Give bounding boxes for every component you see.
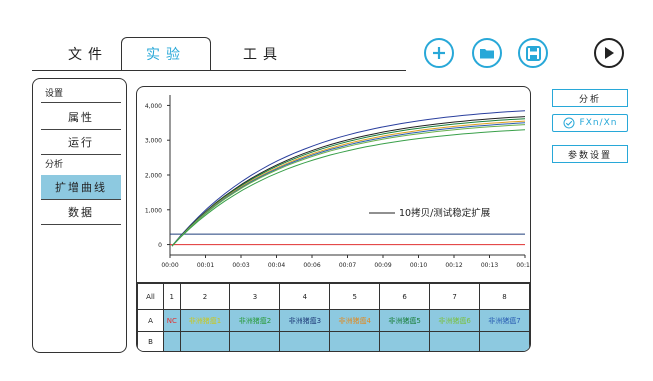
analyze-button[interactable]: 分析 <box>552 89 628 107</box>
fx-option-label: FXn/Xn <box>579 118 618 128</box>
amplification-curve <box>171 122 526 247</box>
x-tick-label: 00:04 <box>268 262 285 269</box>
well-cell[interactable] <box>229 331 281 351</box>
sidebar-item-data[interactable]: 数据 <box>68 206 94 219</box>
well-cell[interactable]: NC <box>163 309 181 332</box>
x-tick-label: 00:03 <box>232 262 249 269</box>
sidebar-item-amplification[interactable]: 扩增曲线 <box>41 175 121 199</box>
save-button[interactable] <box>518 38 548 68</box>
well-cell[interactable] <box>179 331 231 351</box>
amplification-curve <box>171 116 526 247</box>
tab-underline <box>32 70 406 71</box>
plate-table: All 1 2 3 4 5 6 7 8 A NC 非洲猪瘟1 非洲猪瘟2 非洲猪… <box>136 282 531 352</box>
x-tick-label: 00:15 <box>516 262 530 269</box>
x-tick-label: 00:01 <box>197 262 214 269</box>
folder-icon <box>480 49 494 59</box>
x-tick-label: 00:07 <box>339 262 356 269</box>
amplification-chart: 0 1,000 2,000 3,000 4,000 00:00 00:01 00:03 00:0… <box>136 86 534 284</box>
well-cell[interactable]: 非洲猪瘟5 <box>379 309 431 332</box>
x-tick-label: 00:00 <box>161 262 178 269</box>
x-tick-label: 00:13 <box>481 262 498 269</box>
save-icon <box>525 45 541 61</box>
row-header[interactable]: B <box>137 331 164 351</box>
chart-canvas: 0 1,000 2,000 3,000 4,000 00:00 00:01 00:03 00:0… <box>145 95 534 269</box>
tab-file[interactable]: 文件 <box>68 47 108 63</box>
table-header-row: All 1 2 3 4 5 6 7 8 <box>137 283 530 310</box>
sidebar-item-run[interactable]: 运行 <box>68 136 94 149</box>
divider <box>41 102 121 103</box>
amplification-curve <box>171 110 526 247</box>
well-cell[interactable]: 非洲猪瘟7 <box>479 309 530 332</box>
x-tick-label: 00:06 <box>303 262 320 269</box>
well-cell[interactable]: 非洲猪瘟1 <box>179 309 231 332</box>
legend-label: 10拷贝/测试稳定扩展 <box>399 207 491 219</box>
play-icon <box>605 47 614 59</box>
divider <box>41 129 121 130</box>
column-header[interactable]: 4 <box>279 283 331 310</box>
tab-experiment[interactable]: 实验 <box>121 37 211 71</box>
divider <box>41 154 121 155</box>
column-header[interactable]: 8 <box>479 283 530 310</box>
amplification-curve <box>171 118 526 247</box>
row-header[interactable]: A <box>137 309 164 332</box>
well-cell[interactable] <box>163 331 181 351</box>
x-tick-label: 00:12 <box>445 262 462 269</box>
well-cell[interactable] <box>279 331 331 351</box>
well-cell[interactable] <box>329 331 381 351</box>
well-cell[interactable] <box>429 331 481 351</box>
well-cell[interactable] <box>479 331 530 351</box>
sidebar-section-settings: 设置 <box>45 89 64 99</box>
y-tick-label: 0 <box>158 242 162 249</box>
y-tick-label: 3,000 <box>145 138 162 145</box>
well-cell[interactable]: 非洲猪瘟4 <box>329 309 381 332</box>
x-tick-label: 00:09 <box>374 262 391 269</box>
amplification-curve <box>171 129 526 247</box>
fx-option[interactable]: FXn/Xn <box>552 114 628 132</box>
sidebar-item-properties[interactable]: 属性 <box>68 111 94 124</box>
column-header[interactable]: 5 <box>329 283 381 310</box>
add-button[interactable] <box>424 38 454 68</box>
plus-icon <box>433 47 445 59</box>
select-all-cell[interactable]: All <box>137 283 164 310</box>
well-cell[interactable]: 非洲猪瘟2 <box>229 309 281 332</box>
divider <box>41 199 121 200</box>
well-cell[interactable] <box>379 331 431 351</box>
open-button[interactable] <box>472 38 502 68</box>
well-cell[interactable]: 非洲猪瘟6 <box>429 309 481 332</box>
column-header[interactable]: 6 <box>379 283 431 310</box>
parameter-settings-button[interactable]: 参数设置 <box>552 145 628 163</box>
table-row: A NC 非洲猪瘟1 非洲猪瘟2 非洲猪瘟3 非洲猪瘟4 非洲猪瘟5 非洲猪瘟6… <box>137 309 530 332</box>
divider <box>41 224 121 225</box>
amplification-curve <box>171 124 526 247</box>
table-row: B <box>137 331 530 351</box>
amplification-curve <box>171 120 526 247</box>
sidebar-section-analysis: 分析 <box>45 160 64 170</box>
column-header[interactable]: 1 <box>163 283 181 310</box>
column-header[interactable]: 7 <box>429 283 481 310</box>
tab-tools[interactable]: 工具 <box>243 47 283 63</box>
run-button[interactable] <box>594 38 624 68</box>
column-header[interactable]: 3 <box>229 283 281 310</box>
y-tick-label: 1,000 <box>145 207 162 214</box>
check-circle-icon <box>563 117 575 129</box>
sidebar: 设置 属性 运行 分析 扩增曲线 数据 <box>32 78 127 353</box>
y-tick-label: 4,000 <box>145 103 162 110</box>
y-tick-label: 2,000 <box>145 173 162 180</box>
column-header[interactable]: 2 <box>179 283 231 310</box>
x-tick-label: 00:10 <box>410 262 427 269</box>
well-cell[interactable]: 非洲猪瘟3 <box>279 309 331 332</box>
